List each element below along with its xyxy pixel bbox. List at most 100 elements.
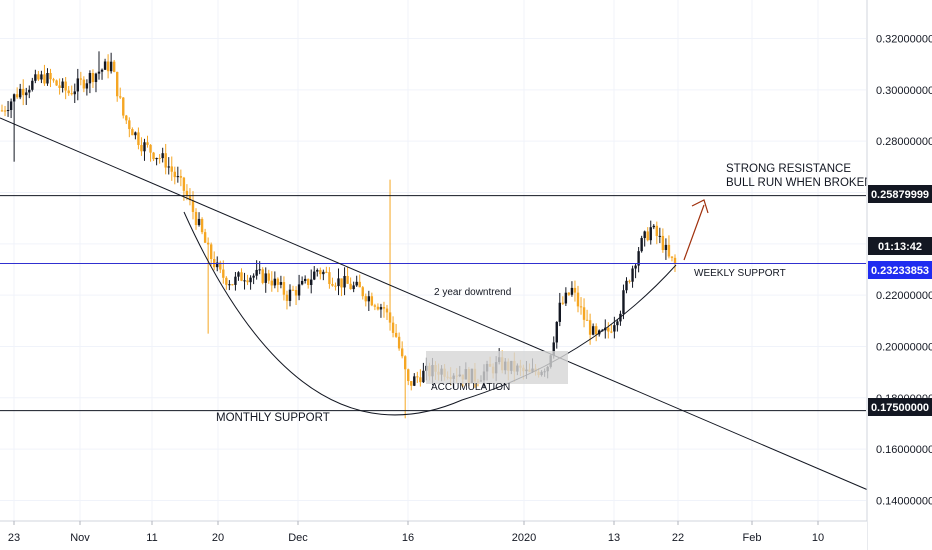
accumulation-box[interactable]	[426, 351, 568, 384]
candle	[115, 71, 119, 102]
x-tick-label: 13	[608, 532, 620, 544]
candle	[188, 188, 192, 206]
candle	[203, 228, 207, 243]
candle	[234, 271, 237, 291]
candle	[322, 269, 325, 281]
candle	[316, 268, 319, 277]
candle	[176, 166, 180, 183]
candle	[209, 242, 213, 266]
candle	[607, 322, 610, 339]
candle	[213, 251, 216, 271]
candle	[637, 247, 640, 273]
candle	[22, 79, 25, 106]
candle	[649, 220, 652, 245]
candle	[261, 267, 264, 285]
y-tick-label: 0.28000000	[876, 136, 932, 148]
candle	[82, 76, 86, 93]
svg-text:01:13:42: 01:13:42	[878, 241, 922, 253]
candle	[119, 87, 122, 100]
candle	[9, 98, 13, 119]
candle	[340, 278, 343, 297]
x-tick-label: 11	[146, 532, 157, 544]
candle	[125, 114, 128, 125]
candle	[640, 235, 643, 253]
candle	[310, 269, 313, 294]
candle	[643, 230, 646, 247]
candle	[61, 78, 64, 93]
candle	[628, 279, 631, 284]
candle	[279, 275, 283, 289]
candle	[419, 369, 422, 387]
candle	[106, 54, 110, 79]
candle	[561, 296, 565, 305]
candle	[388, 179, 392, 331]
candle	[591, 323, 595, 336]
drawings	[0, 117, 869, 491]
candle	[167, 157, 170, 175]
resistance-annotation-line2: BULL RUN WHEN BROKEN	[726, 177, 873, 189]
candle	[394, 324, 398, 338]
candle	[134, 131, 137, 140]
candle	[567, 292, 571, 297]
price-axis[interactable]: 0.320000000.300000000.280000000.26000000…	[866, 0, 932, 550]
candle	[31, 77, 34, 92]
candle	[103, 58, 107, 71]
candle	[661, 228, 665, 253]
candle	[282, 276, 286, 301]
candle	[306, 278, 310, 289]
cup-curve[interactable]	[183, 211, 677, 416]
candle	[303, 275, 307, 284]
x-tick-label: 10	[812, 532, 824, 544]
candle	[67, 86, 70, 96]
candle	[325, 266, 328, 274]
candle	[3, 105, 7, 117]
candle	[164, 143, 167, 175]
candle	[346, 266, 349, 284]
candle	[570, 281, 574, 297]
candle	[55, 79, 58, 86]
y-tick-label: 0.14000000	[876, 495, 932, 507]
candle	[170, 156, 173, 181]
candle	[400, 341, 404, 359]
candle	[361, 285, 364, 300]
candle	[667, 235, 671, 259]
candle	[594, 323, 598, 342]
candle	[79, 71, 83, 86]
candle	[91, 69, 95, 89]
candle	[397, 332, 401, 351]
candle	[15, 87, 19, 99]
candle	[579, 297, 583, 315]
candle	[273, 271, 277, 289]
candle	[616, 319, 619, 332]
candle	[18, 83, 22, 100]
candle	[631, 265, 634, 288]
candle	[664, 238, 668, 260]
candle	[122, 97, 125, 119]
candle	[331, 277, 334, 287]
support-price-label: 0.17500000	[868, 398, 932, 416]
bull-arrow[interactable]	[683, 199, 709, 261]
candle	[100, 68, 104, 80]
candle	[422, 362, 425, 384]
y-tick-label: 0.30000000	[876, 85, 932, 97]
candle	[334, 282, 337, 291]
candle	[143, 138, 146, 161]
candle	[28, 85, 31, 99]
downtrend-line[interactable]	[0, 117, 869, 491]
candle	[370, 292, 374, 307]
x-tick-label: 22	[672, 532, 684, 544]
svg-text:0.17500000: 0.17500000	[871, 402, 929, 414]
candle	[146, 135, 149, 148]
downtrend-annotation: 2 year downtrend	[434, 287, 511, 298]
candle	[58, 78, 61, 95]
time-axis[interactable]: 23 Nov 11 20 Dec 16 2020 13 22 Feb 10	[0, 520, 867, 550]
candle	[555, 321, 558, 349]
candle	[64, 77, 67, 100]
candle	[573, 280, 577, 302]
candle	[158, 154, 161, 164]
candle	[391, 316, 395, 338]
resistance-price-label: 0.25879999	[868, 185, 932, 203]
candle	[6, 100, 10, 117]
candle	[49, 68, 52, 88]
